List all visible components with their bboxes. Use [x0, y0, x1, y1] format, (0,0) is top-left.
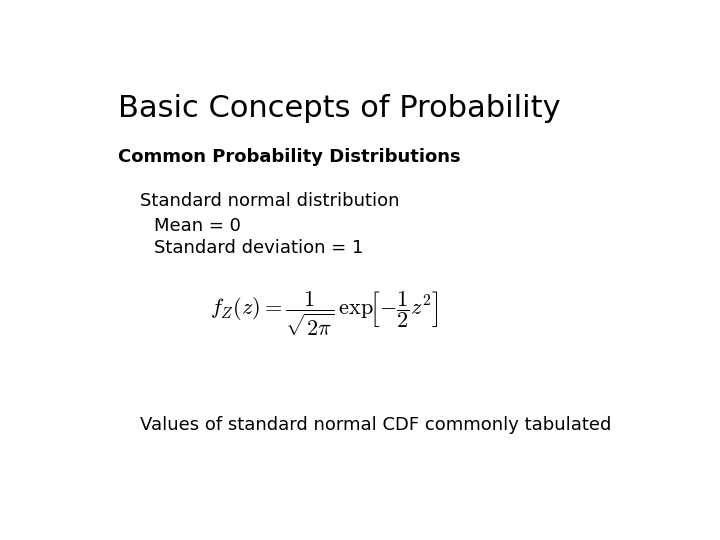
Text: Common Probability Distributions: Common Probability Distributions: [118, 148, 461, 166]
Text: $f_Z(z)=\dfrac{1}{\sqrt{2\pi}}\,\mathrm{exp}\!\left[-\dfrac{1}{2}z^2\right]$: $f_Z(z)=\dfrac{1}{\sqrt{2\pi}}\,\mathrm{…: [210, 290, 438, 339]
Text: Mean = 0: Mean = 0: [154, 217, 241, 234]
Text: Values of standard normal CDF commonly tabulated: Values of standard normal CDF commonly t…: [140, 416, 611, 434]
Text: Standard deviation = 1: Standard deviation = 1: [154, 239, 364, 258]
Text: Standard normal distribution: Standard normal distribution: [140, 192, 400, 210]
Text: Basic Concepts of Probability: Basic Concepts of Probability: [118, 94, 561, 123]
